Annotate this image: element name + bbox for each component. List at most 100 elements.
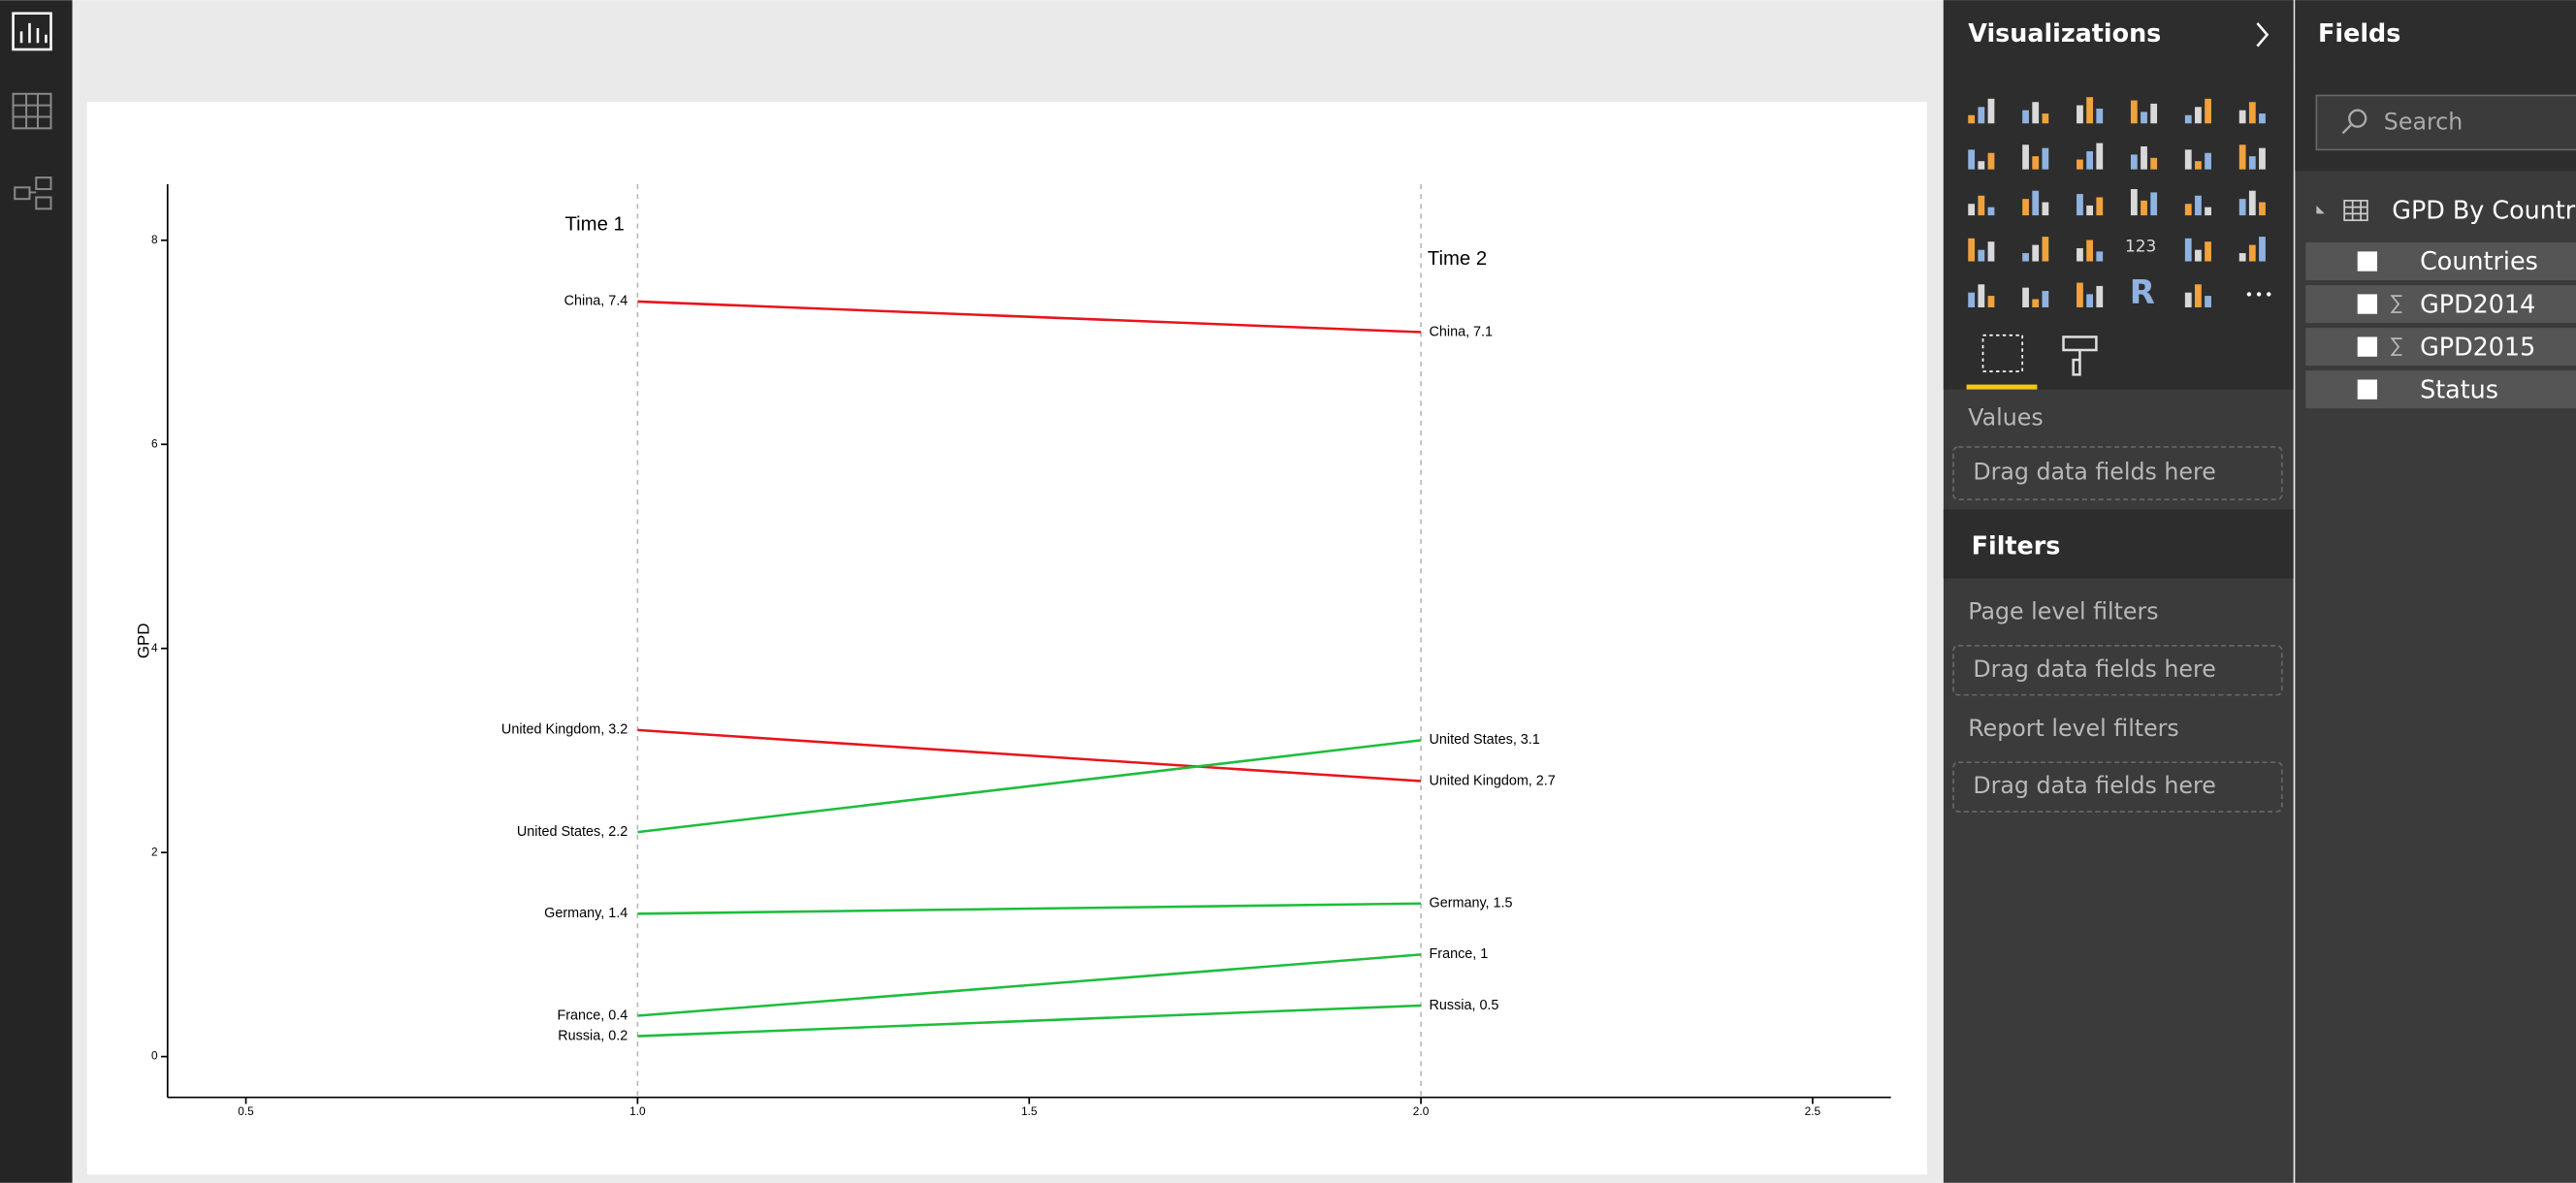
icon-part — [2086, 240, 2093, 262]
icon-part — [2096, 197, 2104, 216]
icon-part — [2205, 296, 2211, 307]
field-checkbox[interactable] — [2357, 336, 2378, 357]
viz-icon[interactable] — [2022, 190, 2049, 216]
more-dot[interactable] — [2267, 292, 2271, 297]
viz-icon[interactable] — [2184, 284, 2211, 307]
viz-icons — [1968, 97, 2271, 307]
icon-part — [2205, 152, 2211, 170]
table-name[interactable]: GPD By Country — [2392, 196, 2576, 225]
viz-icon[interactable] — [2184, 238, 2211, 262]
chart-panel[interactable] — [86, 102, 1927, 1175]
viz-icon[interactable] — [1968, 98, 1995, 124]
icon-part — [2141, 200, 2147, 216]
sum-icon — [2390, 295, 2402, 313]
viz-header — [1943, 0, 2294, 70]
format-tab[interactable] — [2062, 336, 2098, 376]
icon-part — [2238, 253, 2246, 262]
field-checkbox[interactable] — [2357, 379, 2378, 400]
report-view-icon[interactable] — [12, 12, 52, 51]
icon-part — [2195, 284, 2202, 307]
drop-zone[interactable] — [1952, 645, 2283, 696]
drop-zone-text: Drag data fields here — [1973, 772, 2215, 799]
model-view-icon[interactable] — [14, 176, 52, 210]
icon-part — [2248, 190, 2256, 216]
icon-part — [2096, 143, 2104, 170]
viz-icon[interactable] — [2238, 102, 2266, 124]
field-row[interactable] — [2303, 368, 2576, 410]
icon-part — [1987, 241, 1995, 262]
data-view-icon[interactable] — [12, 92, 52, 130]
viz-icon[interactable] — [2022, 287, 2049, 307]
filters-header — [1943, 509, 2294, 579]
icon-part — [2205, 98, 2211, 124]
viz-icon[interactable] — [2077, 282, 2104, 307]
value-label: China, 7.1 — [1430, 324, 1494, 339]
collapse-button[interactable] — [2256, 22, 2270, 48]
viz-icon[interactable] — [2022, 102, 2049, 124]
field-row[interactable] — [2303, 326, 2576, 368]
icon-part — [2130, 154, 2138, 170]
viz-icon[interactable] — [2184, 149, 2211, 170]
annotation: Time 1 — [564, 214, 624, 236]
viz-icon[interactable] — [2184, 195, 2211, 216]
field-name[interactable]: GPD2014 — [2420, 289, 2535, 318]
viz-icon[interactable] — [2077, 194, 2104, 216]
icon-part — [1978, 284, 1985, 307]
field-name[interactable]: Countries — [2420, 246, 2538, 275]
icon-part — [2042, 291, 2049, 307]
drop-zone[interactable] — [1952, 446, 2283, 500]
viz-icon[interactable] — [2022, 144, 2049, 170]
icon-part — [2086, 205, 2093, 216]
value-label: United Kingdom, 2.7 — [1430, 773, 1556, 788]
values-label: Values — [1968, 404, 2043, 432]
viz-icon[interactable] — [2238, 237, 2266, 262]
icon-part — [2184, 114, 2192, 124]
viz-icon[interactable] — [2130, 145, 2158, 170]
icon-part — [1987, 98, 1995, 124]
icon-part — [1968, 114, 1976, 124]
value-label: France, 0.4 — [557, 1007, 628, 1023]
icon-part — [2086, 294, 2093, 307]
viz-icon[interactable] — [2022, 237, 2049, 262]
field-checkbox[interactable] — [2357, 294, 2378, 314]
drop-zone-text: Drag data fields here — [1973, 655, 2215, 683]
field-name[interactable]: Status — [2420, 374, 2498, 403]
slope-line — [637, 728, 1422, 783]
viz-icon[interactable] — [2077, 143, 2104, 170]
viz-icon[interactable] — [1968, 238, 1995, 262]
icon-part — [1968, 149, 1976, 170]
card-icon-text[interactable]: 123 — [2125, 236, 2156, 255]
value-label: China, 7.4 — [564, 294, 628, 309]
x-tick-label: 0.5 — [238, 1104, 254, 1118]
slope-line — [637, 902, 1422, 915]
icon-part — [2022, 144, 2029, 170]
fields-tab[interactable] — [1981, 334, 2024, 372]
icon-part — [2032, 299, 2040, 307]
viz-icon[interactable] — [2130, 189, 2158, 216]
value-label: Russia, 0.5 — [1430, 998, 1499, 1013]
viz-icon[interactable] — [2184, 98, 2211, 124]
field-checkbox[interactable] — [2357, 251, 2378, 272]
y-tick-label: 6 — [151, 436, 158, 450]
icon-part — [2086, 151, 2093, 170]
viz-icon[interactable] — [2077, 240, 2104, 262]
more-dot[interactable] — [2256, 292, 2262, 297]
field-row[interactable] — [2303, 283, 2576, 325]
viz-icon[interactable] — [2077, 97, 2104, 124]
viz-icon[interactable] — [1968, 149, 1995, 170]
field-row[interactable] — [2303, 240, 2576, 282]
field-name[interactable]: GPD2015 — [2420, 332, 2535, 361]
icon-part — [2032, 190, 2040, 216]
more-dot[interactable] — [2246, 292, 2252, 297]
viz-icon[interactable] — [2238, 144, 2266, 170]
y-tick-label: 0 — [151, 1049, 158, 1063]
drop-zone[interactable] — [1952, 761, 2283, 813]
search-box[interactable] — [2315, 94, 2576, 151]
viz-icon[interactable] — [1968, 195, 1995, 216]
report-filters-label: Report level filters — [1968, 715, 2178, 742]
viz-icon[interactable] — [2130, 100, 2158, 124]
icon-part — [2042, 147, 2049, 170]
viz-icon[interactable] — [1968, 284, 1995, 307]
r-visual-icon[interactable]: R — [2130, 273, 2155, 311]
viz-icon[interactable] — [2238, 190, 2266, 216]
